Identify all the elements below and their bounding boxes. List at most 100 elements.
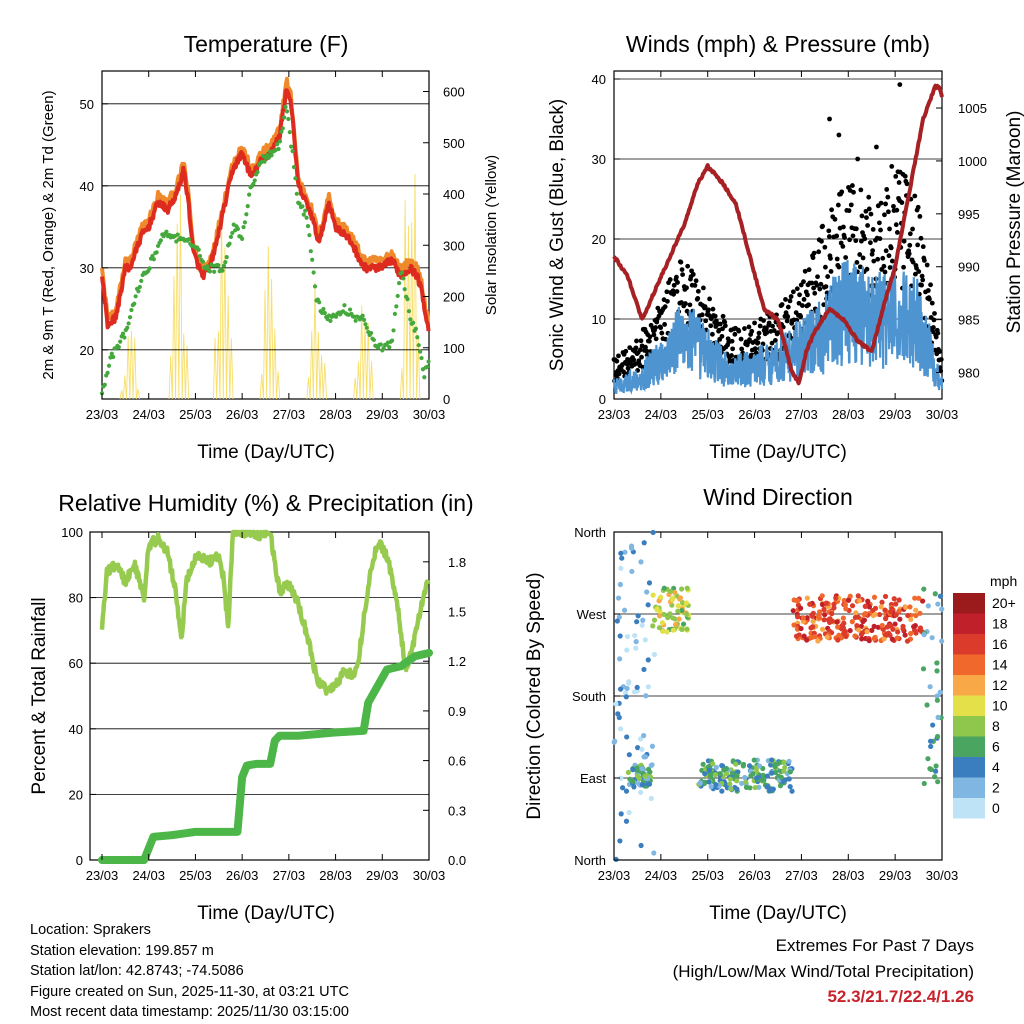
gust-point <box>874 144 879 150</box>
gust-point <box>806 267 812 273</box>
y-tick-label: East <box>580 771 606 786</box>
wind-direction-point <box>740 761 747 768</box>
wind-direction-y-label: Direction (Colored By Speed) <box>524 572 545 819</box>
wind-direction-point <box>819 593 825 599</box>
wind-direction-point <box>623 818 630 824</box>
humidity-x-label: Time (Day/UTC) <box>197 903 335 924</box>
dewpoint-point <box>129 307 134 313</box>
wind-direction-point <box>684 611 690 617</box>
wind-direction-point <box>638 842 644 849</box>
x-tick-label: 25/03 <box>179 407 212 422</box>
gust-point <box>891 203 896 209</box>
gust-point <box>864 215 869 221</box>
wind-direction-point <box>624 734 630 740</box>
extremes-values: 52.3/21.7/22.4/1.26 <box>827 987 974 1006</box>
gust-point <box>828 256 833 261</box>
wind-direction-point <box>623 694 629 700</box>
wind-direction-point <box>897 616 903 622</box>
wind-direction-point <box>638 559 644 565</box>
gust-point <box>653 336 659 342</box>
y2-tick-label: 985 <box>958 313 980 328</box>
gust-point <box>799 303 805 308</box>
wind-direction-point <box>815 638 821 644</box>
wind-direction-point <box>706 767 712 773</box>
wind-direction-point <box>924 702 930 708</box>
gust-point <box>674 289 680 294</box>
y2-tick-label: 995 <box>958 207 980 222</box>
colorbar-swatch <box>953 757 985 778</box>
dewpoint-point <box>416 343 421 348</box>
gust-point <box>835 202 841 208</box>
wind-direction-point <box>934 668 940 674</box>
dewpoint-point <box>364 325 369 330</box>
colorbar-title: mph <box>990 573 1017 589</box>
dewpoint-point <box>255 169 260 175</box>
wind-direction-point <box>855 614 861 620</box>
dewpoint-point <box>275 142 280 147</box>
gust-point <box>687 302 693 308</box>
gust-point <box>633 345 639 351</box>
gust-point <box>783 297 788 302</box>
wind-direction-point <box>673 621 679 628</box>
wind-direction-point <box>752 784 758 791</box>
gust-point <box>857 264 863 270</box>
x-tick-label: 29/03 <box>879 407 912 422</box>
wind-direction-point <box>894 635 900 641</box>
dewpoint-point <box>230 230 235 236</box>
x-tick-label: 26/03 <box>738 868 771 883</box>
gust-point <box>870 226 876 232</box>
gust-point <box>893 222 899 228</box>
dewpoint-point <box>164 229 169 234</box>
solar-right-axis: 0 100 200 300 400 500 600 <box>423 85 465 407</box>
wind-direction-point <box>925 603 931 609</box>
wind-direction-point <box>625 769 631 776</box>
gust-point <box>671 282 677 288</box>
gust-point <box>729 353 734 358</box>
x-tick-label: 28/03 <box>319 407 352 422</box>
temperature-panel: Temperature (F) 20 30 40 50 0 100 200 300 400 50… <box>40 31 500 463</box>
wind-direction-point <box>869 627 875 633</box>
wind-direction-point <box>651 617 658 623</box>
gust-point <box>938 357 944 362</box>
gust-point <box>826 234 832 239</box>
rh-line <box>99 529 431 696</box>
wind-direction-point <box>679 586 685 592</box>
gust-point <box>832 216 838 222</box>
wind-direction-point <box>648 762 654 769</box>
gust-point <box>679 267 685 273</box>
dewpoint-point <box>252 178 257 183</box>
wind-direction-point <box>872 605 879 611</box>
gust-point <box>866 206 872 212</box>
y-tick-label: 10 <box>592 312 606 327</box>
gust-point <box>929 300 935 306</box>
dewpoint-point <box>317 300 322 305</box>
wind-direction-point <box>642 637 648 643</box>
wind-direction-point <box>821 606 827 612</box>
gust-point <box>755 340 761 346</box>
gust-point <box>904 181 910 187</box>
dewpoint-point <box>245 204 250 209</box>
dewpoint-point <box>224 254 229 260</box>
wind-direction-point <box>816 613 822 619</box>
wind-direction-point <box>831 601 837 607</box>
wind-direction-point <box>660 628 666 634</box>
colorbar-swatch <box>953 613 985 634</box>
y-tick-label: 0 <box>599 392 606 407</box>
y2-tick-label: 0.6 <box>448 754 466 769</box>
dewpoint-point <box>109 351 114 356</box>
wind-direction-point <box>651 850 657 856</box>
gust-point <box>907 231 913 237</box>
dewpoint-point <box>402 287 407 292</box>
y2-tick-label: 0 <box>443 392 450 407</box>
wind-direction-point <box>921 632 927 638</box>
wind-direction-point <box>795 598 801 604</box>
wind-direction-point <box>932 774 938 780</box>
dewpoint-point <box>289 144 294 149</box>
gust-point <box>692 282 698 288</box>
dewpoint-point <box>196 247 201 252</box>
gust-point <box>710 306 716 312</box>
wind-direction-point <box>817 609 823 615</box>
wind-direction-point <box>881 636 887 642</box>
wind-direction-point <box>751 757 757 763</box>
